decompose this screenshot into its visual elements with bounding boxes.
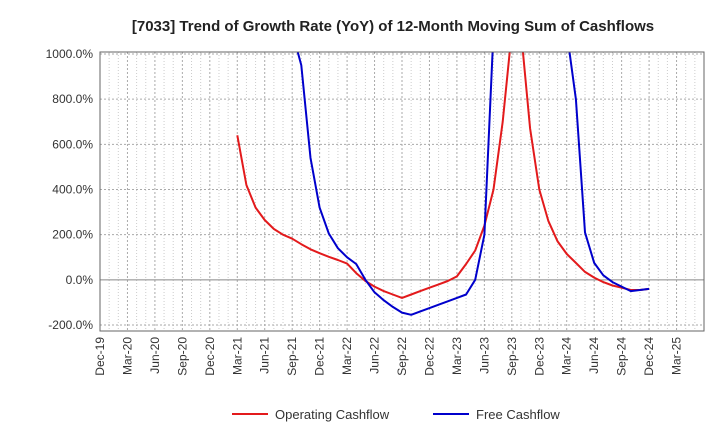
x-tick-label: Dec-24 [642,337,656,376]
x-tick-label: Jun-22 [368,337,382,374]
x-tick-label: Dec-23 [532,337,546,376]
series-line-operating-cashflow [236,52,650,299]
chart-title: [7033] Trend of Growth Rate (YoY) of 12-… [132,18,654,35]
y-tick-label: 400.0% [52,183,93,197]
x-tick-label: Mar-25 [670,337,684,375]
y-tick-label: 1000.0% [46,47,94,61]
x-tick-label: Mar-24 [560,337,574,375]
x-tick-label: Mar-20 [120,337,134,375]
y-tick-label: 0.0% [66,273,94,287]
x-tick-label: Sep-23 [505,337,519,376]
y-tick-label: 200.0% [52,228,93,242]
legend: Operating Cashflow Free Cashflow [232,407,560,422]
x-tick-label: Sep-20 [175,337,189,376]
y-tick-label: 600.0% [52,137,93,151]
series-lines [236,52,650,316]
x-tick-label: Jun-21 [258,337,272,374]
x-axis: Dec-19 Mar-20 Jun-20 Sep-20 Dec-20 Mar-21 Jun-… [93,337,684,376]
x-tick-label: Mar-21 [230,337,244,375]
x-tick-label: Dec-21 [313,337,327,376]
x-tick-label: Jun-20 [148,337,162,374]
x-tick-label: Jun-23 [477,337,491,374]
x-tick-label: Mar-22 [340,337,354,375]
x-tick-label: Dec-22 [422,337,436,376]
x-tick-label: Dec-19 [93,337,107,376]
x-tick-label: Sep-24 [615,337,629,376]
y-tick-label: 800.0% [52,92,93,106]
x-tick-label: Dec-20 [203,337,217,376]
y-tick-label: -200.0% [48,318,93,332]
series-line-free-cashflow [296,52,650,316]
x-tick-label: Sep-21 [285,337,299,376]
x-tick-label: Jun-24 [587,337,601,374]
x-tick-label: Mar-23 [450,337,464,375]
x-tick-label: Sep-22 [395,337,409,376]
grid-lines [100,52,704,331]
plot-border [99,51,705,332]
y-axis: -200.0% 0.0% 200.0% 400.0% 600.0% 800.0% 1000.… [46,47,94,332]
legend-label-free: Free Cashflow [476,407,560,422]
legend-label-operating: Operating Cashflow [275,407,390,422]
